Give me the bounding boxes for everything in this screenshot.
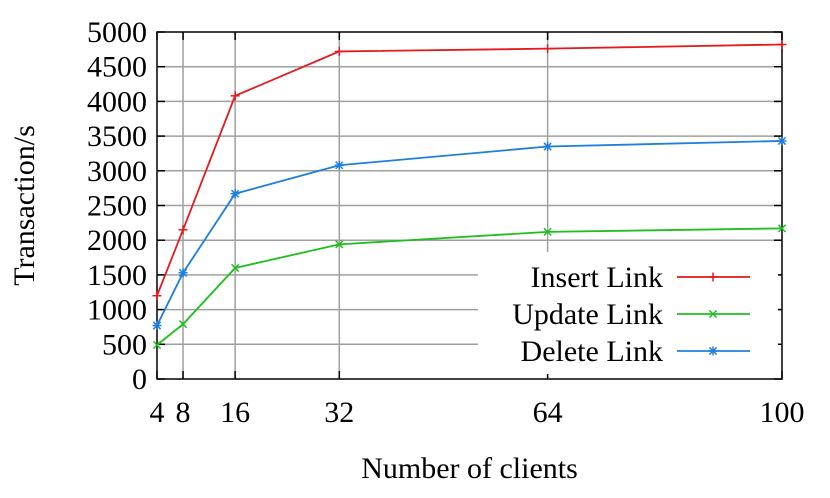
x-tick-label: 16 [220, 396, 250, 429]
star-marker [334, 160, 344, 170]
x-axis-title: Number of clients [361, 452, 578, 485]
cross-marker [230, 263, 240, 273]
cross-marker [543, 227, 552, 237]
star-marker [152, 321, 162, 331]
plus-marker [543, 44, 553, 54]
legend-background [478, 252, 778, 374]
series-line [156, 43, 783, 297]
y-axis-title: Transaction/s [8, 125, 41, 286]
x-tick-label: 100 [760, 396, 805, 429]
plus-marker [152, 291, 162, 301]
y-tick-label: 4000 [87, 85, 147, 118]
y-tick-label: 1000 [87, 294, 147, 327]
y-tick-label: 1500 [87, 259, 147, 292]
star-marker [777, 136, 787, 146]
cross-marker [708, 309, 718, 319]
plus-marker [777, 39, 787, 49]
series-group [152, 39, 787, 350]
series-update-link [152, 224, 787, 350]
y-tick-label: 500 [102, 328, 147, 361]
plus-marker [178, 225, 188, 235]
series-line [156, 140, 783, 326]
plus-marker [708, 272, 718, 282]
cross-marker [152, 340, 162, 350]
cross-marker [178, 320, 188, 329]
y-tick-label: 2000 [87, 224, 147, 257]
series-insert-link [152, 39, 787, 301]
x-tick-label: 64 [533, 396, 563, 429]
y-tick-label: 2500 [87, 190, 147, 223]
y-tick-label: 4500 [87, 51, 147, 84]
x-tick-label: 8 [176, 396, 191, 429]
y-tick-label: 0 [132, 363, 147, 396]
legend-label: Update Link [512, 298, 663, 331]
cross-marker [335, 240, 344, 249]
star-marker [230, 189, 240, 199]
legend: Insert Link Update Link Delete Link [478, 252, 778, 374]
series-line [156, 227, 783, 346]
legend-label: Delete Link [521, 335, 663, 368]
y-tick-label: 3500 [87, 120, 147, 153]
star-marker [543, 142, 553, 152]
series-delete-link [152, 136, 787, 331]
plus-marker [334, 46, 344, 56]
y-tick-label: 5000 [87, 16, 147, 49]
star-marker [178, 268, 188, 278]
plus-marker [230, 91, 240, 101]
x-tick-label: 4 [150, 396, 165, 429]
star-marker [708, 346, 718, 356]
x-tick-label: 32 [324, 396, 354, 429]
y-tick-label: 3000 [87, 155, 147, 188]
x-axis-ticks: 4 8 16 32 64 100 [150, 32, 805, 429]
legend-label: Insert Link [531, 261, 663, 294]
cross-marker [777, 224, 787, 233]
